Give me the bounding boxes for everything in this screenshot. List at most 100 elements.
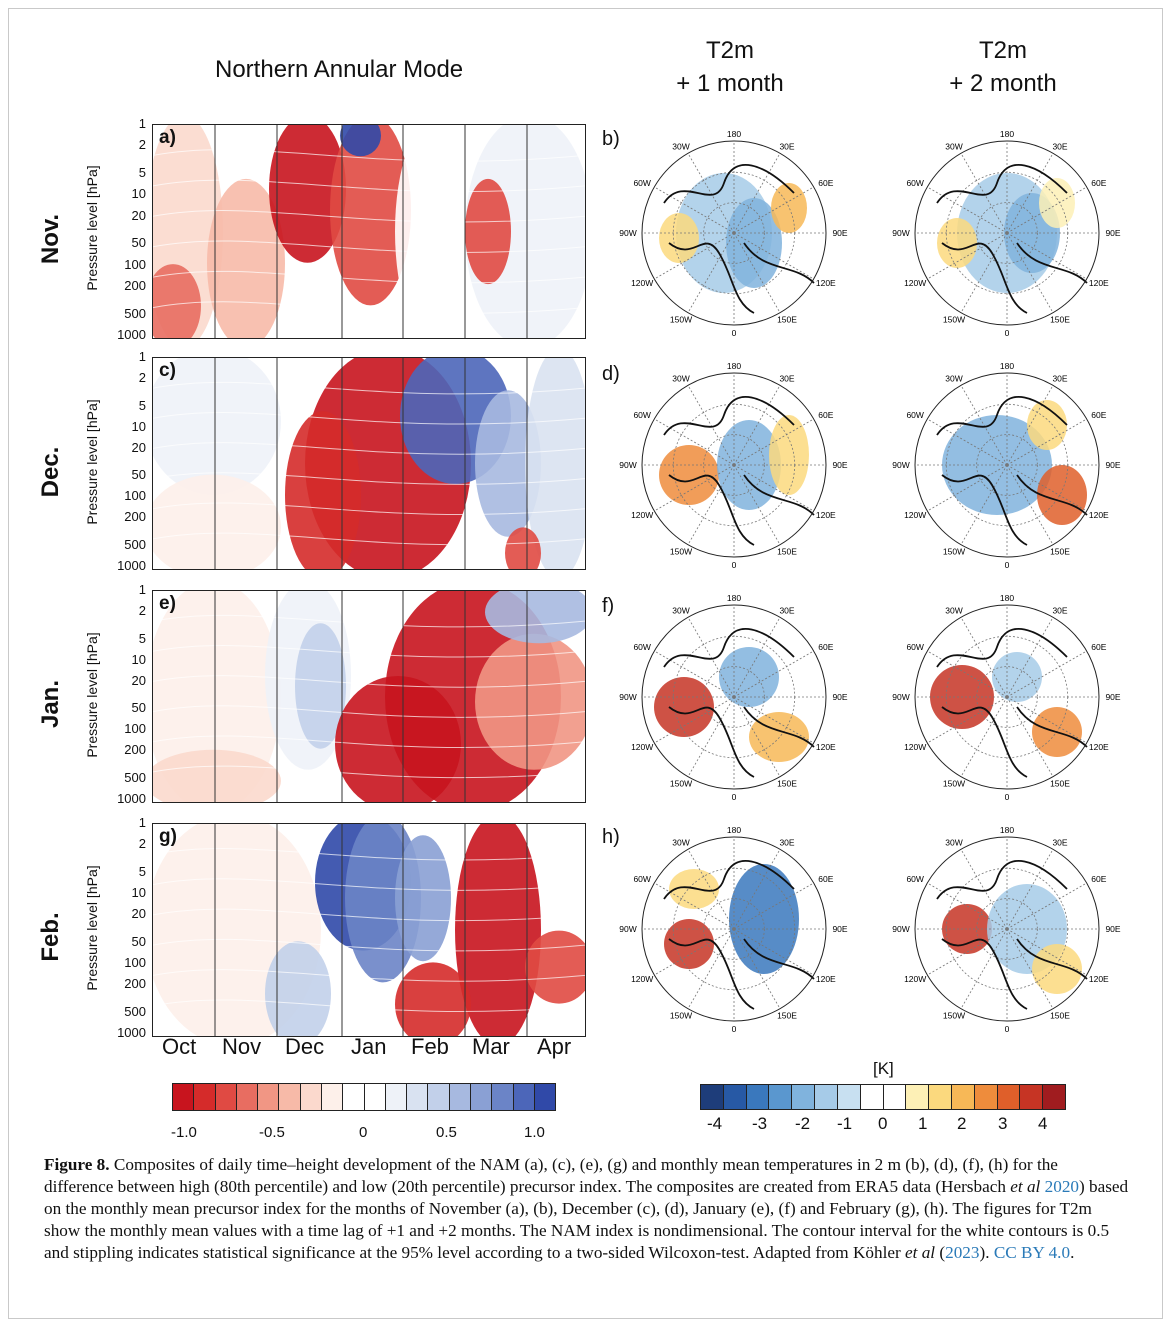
meridian-line (733, 232, 781, 313)
contour-line (153, 675, 585, 688)
contour-line (153, 381, 585, 395)
pressure-tick-label: 500 (124, 770, 146, 786)
meridian-line (1006, 153, 1054, 234)
pressure-tick-label: 50 (131, 700, 146, 716)
contour-line (153, 735, 585, 748)
t2m-colorbar-label: -4 (707, 1114, 723, 1133)
colorbar-swatch (236, 1084, 259, 1110)
meridian-line (654, 464, 735, 512)
longitude-label: 90W (892, 692, 909, 702)
longitude-label: 30W (672, 141, 689, 151)
meridian-line (687, 849, 735, 930)
contour-line (153, 472, 585, 485)
longitude-label: 90W (619, 228, 636, 238)
map-letter: f) (602, 595, 615, 617)
nam-colorbar-label: 0.5 (436, 1124, 457, 1141)
month-label: Mar (472, 1034, 510, 1059)
row-label-nov: Nov. (37, 213, 64, 265)
longitude-label: 90E (832, 692, 847, 702)
meridian-line (960, 617, 1008, 698)
map-letter: d) (602, 363, 620, 385)
latitude-circle (976, 898, 1038, 960)
contour-line (153, 908, 585, 922)
colorbar-swatch (321, 1084, 344, 1110)
meridian-line (733, 153, 781, 234)
nam-anomaly-blob (207, 178, 285, 338)
nam-anomaly-blob (485, 591, 585, 644)
nam-field (153, 125, 585, 338)
longitude-label: 180 (727, 361, 741, 371)
longitude-label: 150E (777, 315, 797, 325)
meridian-line (1006, 696, 1087, 744)
latitude-circle (703, 898, 765, 960)
longitude-label: 90E (1105, 228, 1120, 238)
longitude-label: 60W (906, 178, 923, 188)
longitude-label: 150W (943, 779, 965, 789)
meridian-line (733, 232, 814, 280)
polar-map: 180 0 150W 150E 120W 120E 90W 90E 60W 60E 30W 30E (619, 825, 848, 1034)
longitude-label: 90W (892, 924, 909, 934)
longitude-label: 0 (732, 328, 737, 338)
nam-anomaly-blob (455, 824, 541, 1036)
pressure-tick-label: 2 (138, 602, 146, 618)
coastline (663, 164, 815, 314)
meridian-line (1006, 617, 1054, 698)
pressure-tick-label: 50 (131, 467, 146, 483)
longitude-label: 30E (779, 141, 794, 151)
longitude-label: 90W (619, 924, 636, 934)
pressure-tick-label: 10 (131, 186, 146, 202)
caption-etal: et al (905, 1243, 936, 1262)
pressure-tick-label: 20 (131, 207, 146, 223)
longitude-label: 30E (1052, 373, 1067, 383)
meridian-line (960, 385, 1008, 466)
meridian-line (733, 385, 781, 466)
map-boundary (914, 604, 1100, 790)
temperature-anomaly-blob (659, 445, 719, 505)
meridian-line (733, 696, 781, 777)
colorbar-swatch (215, 1084, 237, 1110)
meridian-line (733, 928, 781, 1009)
meridian-line (733, 849, 781, 930)
figure-caption: Figure 8. Composites of daily time–heigh… (44, 1154, 1130, 1264)
meridian-line (733, 464, 814, 512)
t2m-colorbar (700, 1084, 1066, 1110)
contour-line (153, 645, 585, 658)
pressure-tick-label: 1000 (117, 327, 146, 342)
meridian-line (927, 418, 1008, 466)
citation-link-hersbach[interactable]: 2020 (1044, 1177, 1079, 1196)
nam-anomaly-blob (153, 591, 281, 802)
meridian-line (687, 385, 735, 466)
pressure-tick-label: 10 (131, 885, 146, 900)
pressure-tick-label: 2 (138, 369, 146, 385)
longitude-label: 90W (892, 460, 909, 470)
longitude-label: 60W (633, 178, 650, 188)
contour-line (153, 999, 585, 1012)
longitude-label: 120W (631, 742, 653, 752)
t2m-lag2-title-line2: + 2 month (949, 70, 1057, 97)
meridian-line (733, 882, 814, 930)
citation-link-kohler[interactable]: 2023 (945, 1243, 980, 1262)
pressure-tick-label: 100 (124, 256, 146, 272)
latitude-circle (976, 666, 1038, 728)
coastline (663, 628, 815, 778)
longitude-label: 180 (1000, 129, 1014, 139)
pressure-tick-label: 5 (138, 630, 146, 646)
nam-colorbar-label: 0 (359, 1124, 368, 1141)
nam-anomaly-blob (340, 125, 381, 157)
nam-field (153, 591, 585, 802)
month-label: Apr (537, 1034, 572, 1059)
pressure-tick-label: 1000 (117, 791, 146, 806)
longitude-label: 120W (904, 974, 926, 984)
coastline (936, 164, 1088, 314)
meridian-line (927, 186, 1008, 234)
license-link[interactable]: CC BY 4.0 (993, 1243, 1071, 1262)
colorbar-swatch (343, 1084, 365, 1110)
meridian-line (687, 928, 735, 1009)
longitude-label: 180 (1000, 825, 1014, 835)
polar-map: 180 0 150W 150E 120W 120E 90W 90E 60W 60E 30W 30E (619, 593, 848, 802)
t2m-lag2-title-line1: T2m (979, 37, 1027, 64)
pressure-tick-label: 200 (124, 509, 146, 525)
pressure-tick-label: 50 (131, 235, 146, 251)
nam-anomaly-blob (269, 125, 346, 263)
pressure-tick-label: 500 (124, 1003, 146, 1019)
